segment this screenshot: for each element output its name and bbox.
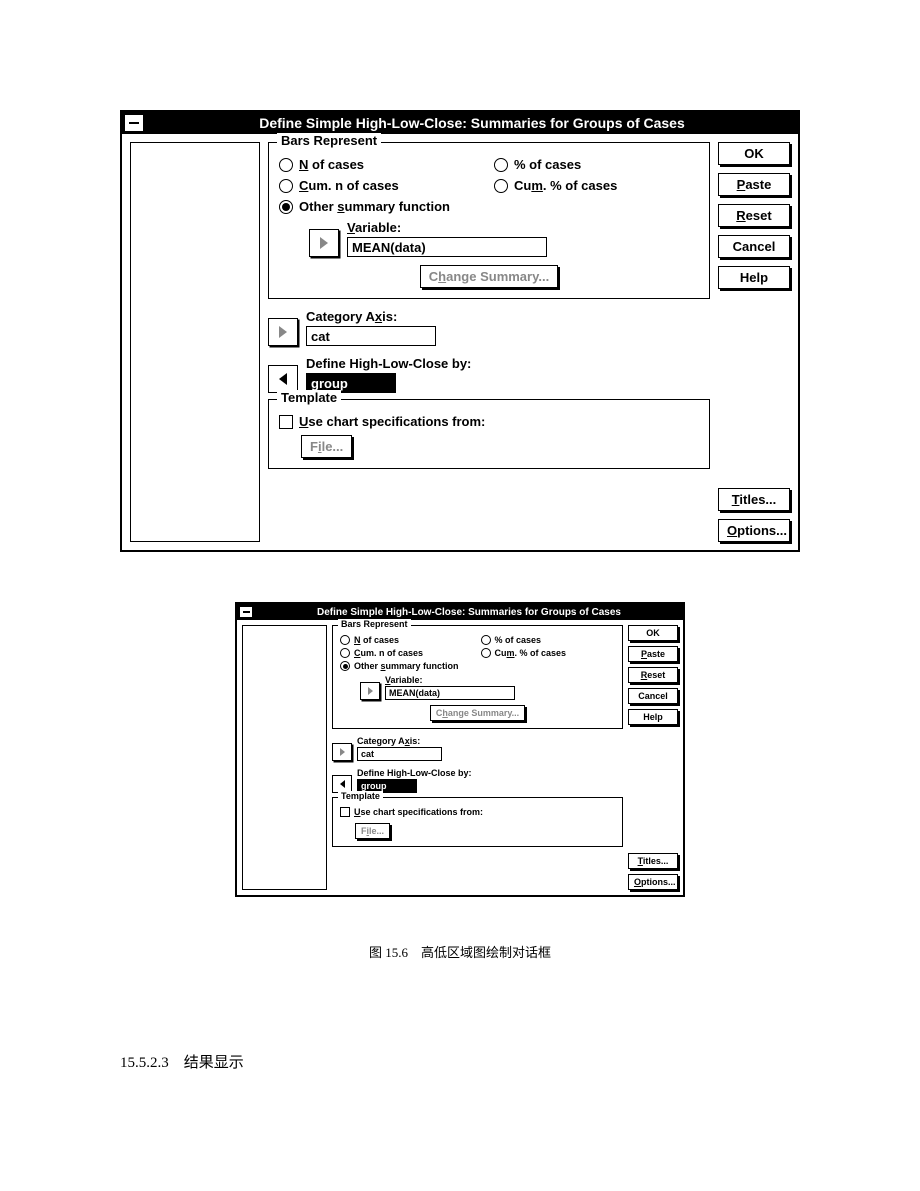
bars-represent-group: Bars Represent N of cases % of cases Cum… <box>268 142 710 299</box>
radio-cum-pct-of-cases[interactable]: Cum. % of cases <box>494 178 699 193</box>
bars-represent-legend: Bars Represent <box>338 619 411 629</box>
category-axis-transfer-button[interactable] <box>268 318 298 346</box>
variable-transfer-button[interactable] <box>360 682 380 700</box>
ok-button[interactable]: OK <box>628 625 678 641</box>
system-menu-button[interactable] <box>124 114 144 132</box>
variable-list[interactable] <box>130 142 260 542</box>
radio-cum-n-of-cases[interactable]: Cum. n of cases <box>340 648 475 658</box>
paste-button[interactable]: Paste <box>718 173 790 196</box>
cancel-button[interactable]: Cancel <box>718 235 790 258</box>
template-legend: Template <box>277 390 341 405</box>
radio-n-of-cases[interactable]: N of cases <box>340 635 475 645</box>
dialog-title: Define Simple High-Low-Close: Summaries … <box>255 607 683 618</box>
reset-button[interactable]: Reset <box>628 667 678 683</box>
dialog-large: Define Simple High-Low-Close: Summaries … <box>120 110 800 552</box>
change-summary-button[interactable]: Change Summary... <box>420 265 558 288</box>
template-group: Template Use chart specifications from: … <box>268 399 710 469</box>
define-by-label: Define High-Low-Close by: <box>306 356 471 371</box>
category-axis-field[interactable]: cat <box>306 326 436 346</box>
help-button[interactable]: Help <box>718 266 790 289</box>
variable-field[interactable]: MEAN(data) <box>347 237 547 257</box>
define-by-label: Define High-Low-Close by: <box>357 768 472 778</box>
category-axis-transfer-button[interactable] <box>332 743 352 761</box>
titlebar: Define Simple High-Low-Close: Summaries … <box>237 604 683 620</box>
titles-button[interactable]: Titles... <box>628 853 678 869</box>
define-by-transfer-button[interactable] <box>268 365 298 393</box>
variable-label: Variable: <box>385 675 515 685</box>
use-chart-spec-checkbox[interactable]: Use chart specifications from: <box>279 414 699 429</box>
change-summary-button[interactable]: Change Summary... <box>430 705 525 721</box>
category-axis-field[interactable]: cat <box>357 747 442 761</box>
variable-label: Variable: <box>347 220 547 235</box>
system-menu-button[interactable] <box>239 606 253 618</box>
dialog-title: Define Simple High-Low-Close: Summaries … <box>146 115 798 131</box>
paste-button[interactable]: Paste <box>628 646 678 662</box>
use-chart-spec-checkbox[interactable]: Use chart specifications from: <box>340 807 615 817</box>
figure-caption: 图 15.6 高低区域图绘制对话框 <box>0 942 920 961</box>
cancel-button[interactable]: Cancel <box>628 688 678 704</box>
titles-button[interactable]: Titles... <box>718 488 790 511</box>
radio-n-of-cases[interactable]: N of cases <box>279 157 484 172</box>
radio-other-summary[interactable]: Other summary function <box>279 199 699 214</box>
variable-list[interactable] <box>242 625 327 890</box>
radio-pct-of-cases[interactable]: % of cases <box>494 157 699 172</box>
radio-cum-pct-of-cases[interactable]: Cum. % of cases <box>481 648 616 658</box>
options-button[interactable]: Options... <box>628 874 678 890</box>
reset-button[interactable]: Reset <box>718 204 790 227</box>
variable-field[interactable]: MEAN(data) <box>385 686 515 700</box>
help-button[interactable]: Help <box>628 709 678 725</box>
variable-transfer-button[interactable] <box>309 229 339 257</box>
radio-other-summary[interactable]: Other summary function <box>340 661 615 671</box>
bars-represent-group: Bars Represent N of cases % of cases Cum… <box>332 625 623 729</box>
radio-cum-n-of-cases[interactable]: Cum. n of cases <box>279 178 484 193</box>
radio-pct-of-cases[interactable]: % of cases <box>481 635 616 645</box>
titlebar: Define Simple High-Low-Close: Summaries … <box>122 112 798 134</box>
bars-represent-legend: Bars Represent <box>277 133 381 148</box>
section-heading: 15.5.2.3 结果显示 <box>120 1051 920 1072</box>
file-button[interactable]: File... <box>355 823 390 839</box>
template-legend: Template <box>338 791 383 801</box>
ok-button[interactable]: OK <box>718 142 790 165</box>
template-group: Template Use chart specifications from: … <box>332 797 623 847</box>
options-button[interactable]: Options... <box>718 519 790 542</box>
category-axis-label: Category Axis: <box>306 309 436 324</box>
dialog-small: Define Simple High-Low-Close: Summaries … <box>235 602 685 897</box>
category-axis-label: Category Axis: <box>357 736 442 746</box>
file-button[interactable]: File... <box>301 435 352 458</box>
